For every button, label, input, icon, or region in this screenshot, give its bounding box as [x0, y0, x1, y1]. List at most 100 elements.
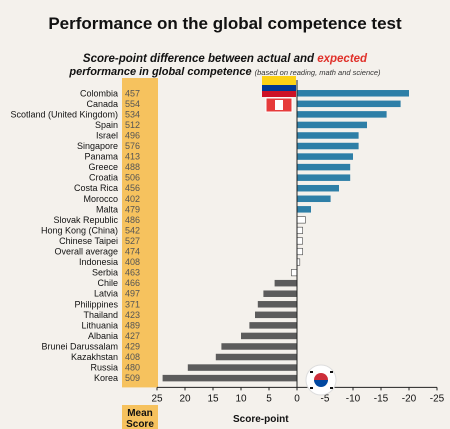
mean-score-value: 429 [125, 341, 140, 351]
country-label: Lithuania [81, 320, 118, 330]
country-label: Brunei Darussalam [41, 341, 118, 351]
mean-score-value: 527 [125, 236, 140, 246]
country-label: Singapore [77, 141, 118, 151]
colombia-flag-icon [262, 76, 296, 85]
country-label: Russia [90, 363, 118, 373]
bar [297, 174, 351, 181]
mean-score-value: 479 [125, 204, 140, 214]
mean-score-value: 427 [125, 331, 140, 341]
mean-score-value: 509 [125, 373, 140, 383]
bar [296, 237, 303, 245]
mean-score-value: 408 [125, 352, 140, 362]
mean-score-value: 474 [125, 247, 140, 257]
bar [263, 290, 297, 297]
mean-score-label-box [122, 405, 158, 429]
bar [296, 226, 303, 234]
subtitle-line2: performance in global competence [69, 66, 252, 78]
korea-flag-icon [314, 380, 328, 387]
chart-title: Performance on the global competence tes… [48, 14, 402, 33]
mean-score-value: 408 [125, 257, 140, 267]
country-label: Chile [97, 278, 118, 288]
country-label: Kazakhstan [71, 352, 118, 362]
mean-score-value: 576 [125, 141, 140, 151]
bar [187, 364, 297, 371]
mean-score-value: 497 [125, 289, 140, 299]
mean-score-value: 488 [125, 162, 140, 172]
country-label: Colombia [80, 88, 118, 98]
korea-flag-icon [314, 373, 328, 380]
mean-score-value: 542 [125, 225, 140, 235]
country-label: Scotland (United Kingdom) [10, 109, 118, 119]
bar [215, 353, 297, 361]
country-label: Canada [86, 99, 118, 109]
mean-score-column [122, 78, 158, 388]
bar [297, 132, 359, 139]
mean-score-label: Mean Score [126, 408, 154, 429]
mean-score-value: 512 [125, 120, 140, 130]
bar [255, 311, 297, 319]
bar [297, 206, 311, 213]
mean-score-value: 371 [125, 299, 140, 309]
korea-flag-icon [330, 371, 333, 373]
country-label: Thailand [83, 310, 118, 320]
mean-score-value: 457 [125, 88, 140, 98]
country-label: Serbia [92, 268, 118, 278]
subtitle-highlight: expected [317, 53, 368, 65]
x-tick-label: -15 [374, 393, 389, 404]
bar [296, 216, 306, 224]
korea-flag-icon [310, 387, 313, 389]
mean-score-value: 486 [125, 215, 140, 225]
x-tick-label: -10 [346, 393, 361, 404]
x-tick-label: 20 [179, 393, 191, 404]
bar [297, 163, 351, 171]
mean-score-value: 466 [125, 278, 140, 288]
bar [296, 247, 303, 256]
bar [297, 142, 359, 150]
country-label: Croatia [89, 173, 118, 183]
country-label: Panama [84, 152, 118, 162]
korea-flag-icon [310, 371, 313, 373]
mean-score-value: 413 [125, 152, 140, 162]
country-label: Greece [88, 162, 118, 172]
mean-score-value: 534 [125, 109, 140, 119]
mean-score-value: 456 [125, 183, 140, 193]
bar [249, 322, 297, 329]
subtitle-note: (based on reading, math and science) [254, 68, 381, 77]
colombia-flag-icon [262, 91, 296, 97]
bar [297, 111, 387, 118]
country-label: Philippines [74, 299, 118, 309]
x-tick-label: 10 [235, 393, 247, 404]
country-label: Overall average [54, 247, 118, 257]
mean-score-value: 496 [125, 130, 140, 140]
country-label: Hong Kong (China) [41, 225, 118, 235]
country-label: Indonesia [79, 257, 118, 267]
chart-subtitle-line2: performance in global competence (based … [0, 66, 450, 78]
bar [257, 301, 297, 308]
country-label: Chinese Taipei [59, 236, 118, 246]
country-label: Morocco [83, 194, 118, 204]
mean-score-value: 480 [125, 363, 140, 373]
x-tick-label: 25 [151, 393, 163, 404]
bar [297, 90, 409, 97]
x-tick-label: -20 [402, 393, 417, 404]
colombia-flag-icon [262, 85, 296, 91]
country-label: Israel [96, 130, 118, 140]
bar [297, 195, 331, 203]
country-label: Albania [88, 331, 118, 341]
gift-box-icon [275, 100, 283, 110]
mean-score-value: 554 [125, 99, 140, 109]
subtitle-prefix: Score-point difference between actual an… [82, 53, 318, 65]
bar [162, 374, 297, 382]
x-tick-label: -25 [430, 393, 445, 404]
korea-flag-icon [330, 387, 333, 389]
bar [297, 184, 339, 192]
country-label: Slovak Republic [53, 215, 118, 225]
country-label: Latvia [94, 289, 118, 299]
x-tick-label: -5 [321, 393, 330, 404]
country-label: Costa Rica [74, 183, 118, 193]
bar [297, 100, 401, 108]
bar [291, 269, 298, 277]
bar [274, 279, 297, 287]
